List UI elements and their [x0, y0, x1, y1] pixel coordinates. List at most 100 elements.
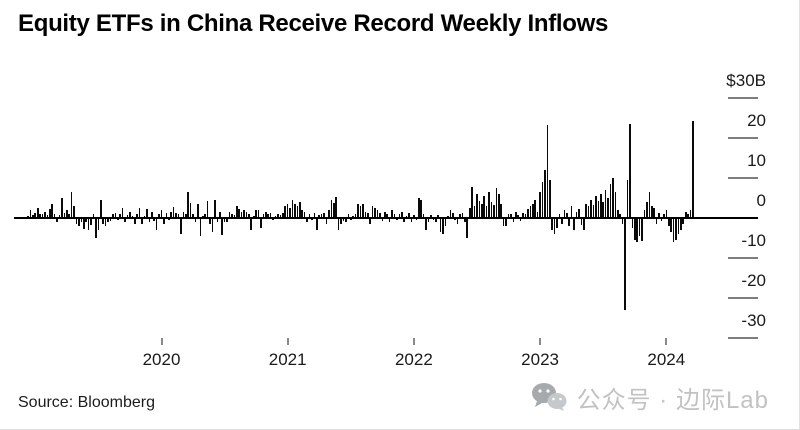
bar-week-11 — [53, 214, 56, 218]
bar-week-186 — [478, 200, 481, 218]
bar-week-77 — [214, 200, 216, 218]
bar-week-92 — [250, 217, 253, 230]
bar-week-66 — [187, 191, 189, 218]
bar-week-268 — [677, 217, 680, 234]
bar-week-80 — [221, 217, 223, 236]
bar-week-125 — [330, 199, 333, 218]
source-label: Source: Bloomberg — [18, 394, 155, 411]
bar-week-129 — [340, 217, 342, 224]
bar-week-136 — [357, 204, 359, 218]
bar-week-57 — [165, 212, 168, 218]
bar-week-249 — [631, 217, 634, 228]
bar-week-204 — [522, 212, 524, 218]
bar-week-191 — [490, 201, 493, 218]
bar-week-240 — [609, 183, 612, 218]
bar-week-90 — [245, 211, 248, 218]
bar-week-198 — [507, 213, 510, 218]
bar-week-54 — [158, 213, 160, 218]
bar-week-238 — [604, 189, 607, 218]
bar-week-119 — [316, 217, 318, 230]
bar-week-59 — [170, 211, 172, 218]
bar-week-123 — [325, 217, 328, 224]
bar-week-51 — [150, 211, 153, 218]
bar-week-131 — [345, 217, 347, 222]
bar-week-25 — [87, 217, 90, 230]
bar-week-24 — [85, 217, 88, 223]
bar-week-140 — [366, 212, 369, 218]
bar-week-40 — [124, 217, 126, 222]
bar-week-263 — [665, 209, 668, 218]
bar-week-170 — [439, 217, 442, 232]
bar-week-38 — [119, 213, 122, 218]
bar-week-215 — [549, 179, 551, 218]
bar-week-62 — [177, 213, 180, 218]
bar-week-234 — [595, 195, 597, 218]
bar-week-166 — [430, 214, 432, 218]
bar-week-155 — [403, 217, 405, 222]
bar-week-70 — [197, 204, 199, 218]
bar-week-154 — [400, 211, 403, 218]
bar-week-20 — [75, 217, 78, 224]
bar-week-169 — [437, 215, 439, 218]
bar-week-58 — [167, 217, 170, 220]
zero-axis-line — [14, 216, 758, 219]
bar-week-265 — [670, 217, 672, 232]
bar-week-187 — [481, 203, 483, 218]
bar-week-150 — [391, 209, 393, 218]
bar-week-53 — [155, 217, 158, 231]
bar-week-4 — [36, 207, 39, 218]
bar-week-139 — [364, 211, 367, 218]
bar-week-82 — [226, 217, 228, 223]
bar-week-78 — [216, 217, 219, 222]
bar-week-171 — [442, 217, 444, 234]
chart-title: Equity ETFs in China Receive Record Week… — [18, 10, 609, 37]
bar-week-216 — [551, 217, 554, 230]
bar-week-196 — [502, 217, 505, 226]
bar-week-251 — [636, 217, 638, 242]
bar-week-239 — [607, 197, 609, 218]
bar-week-130 — [342, 217, 345, 221]
bar-week-195 — [500, 203, 503, 218]
bar-week-229 — [582, 217, 585, 230]
bar-week-133 — [349, 217, 352, 221]
bar-week-104 — [279, 215, 282, 218]
bar-week-160 — [415, 217, 418, 220]
x-tick-2020 — [160, 338, 163, 345]
watermark-text: 公众号 · 边际Lab — [576, 386, 769, 414]
bar-week-146 — [381, 217, 384, 221]
bar-week-257 — [650, 205, 653, 218]
bar-week-17 — [68, 213, 71, 218]
bar-week-32 — [104, 217, 107, 226]
bar-week-142 — [371, 205, 374, 218]
bar-week-262 — [663, 213, 665, 218]
bar-week-94 — [255, 209, 257, 218]
bar-week-193 — [495, 188, 498, 218]
bar-week-143 — [374, 207, 376, 218]
x-axis-label-2021: 2021 — [268, 350, 307, 369]
bar-week-225 — [573, 217, 575, 230]
bar-week-226 — [575, 211, 578, 218]
bar-week-261 — [660, 217, 663, 221]
bar-week-254 — [643, 209, 646, 218]
bar-week-137 — [359, 206, 362, 218]
y-axis-label-0: 0 — [756, 190, 766, 210]
bar-week-109 — [291, 200, 294, 218]
bar-week-181 — [466, 217, 469, 238]
bar-week-200 — [512, 217, 515, 223]
bar-week-179 — [461, 212, 464, 218]
bar-week-210 — [536, 211, 539, 218]
bar-week-128 — [337, 217, 340, 231]
bar-week-135 — [354, 213, 357, 218]
bar-week-248 — [629, 123, 631, 218]
bar-week-79 — [218, 211, 221, 218]
bar-week-244 — [619, 213, 621, 218]
x-axis-label-2024: 2024 — [647, 350, 686, 369]
bar-week-189 — [485, 206, 488, 218]
bar-week-120 — [318, 214, 321, 218]
bar-week-10 — [51, 203, 54, 218]
bar-week-14 — [61, 198, 63, 218]
bar-week-202 — [517, 214, 520, 218]
bar-week-147 — [383, 211, 386, 218]
bar-week-168 — [434, 217, 437, 222]
